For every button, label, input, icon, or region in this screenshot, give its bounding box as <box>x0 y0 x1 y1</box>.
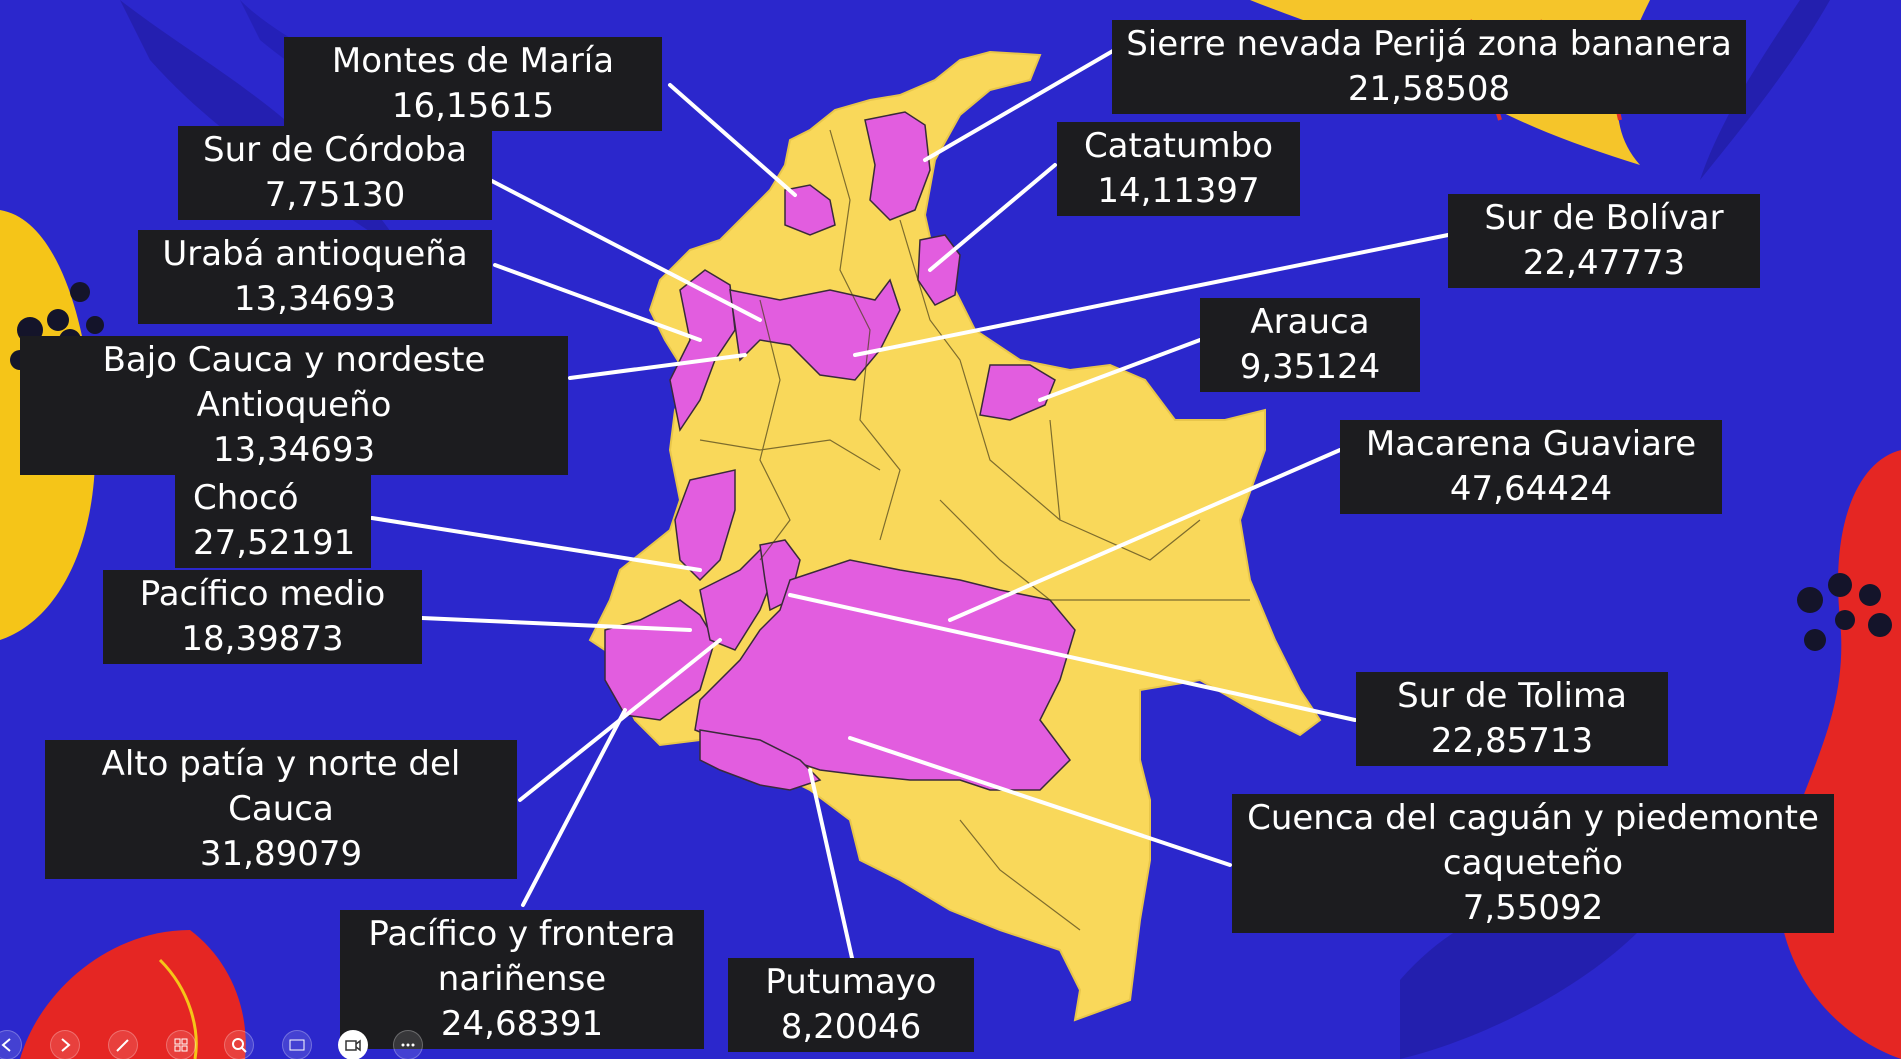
label-bajo-cauca: Bajo Cauca y nordeste Antioqueño 13,3469… <box>20 336 568 475</box>
region-value: 27,52191 <box>193 523 356 563</box>
region-arauca <box>979 364 1056 421</box>
region-value: 24,68391 <box>440 1004 604 1044</box>
see-all-slides-button[interactable] <box>166 1030 196 1059</box>
region-value: 22,47773 <box>1522 243 1686 283</box>
red-leaf-shape <box>20 930 246 1059</box>
region-sierra-nevada <box>864 111 931 221</box>
region-uraba <box>669 269 736 432</box>
region-value: 9,35124 <box>1239 347 1381 387</box>
region-value: 31,89079 <box>199 834 363 874</box>
pen-icon <box>116 1039 129 1052</box>
region-value: 8,20046 <box>780 1007 922 1047</box>
region-name: Pacífico y frontera <box>368 914 676 954</box>
region-south <box>694 559 1076 791</box>
region-choco <box>674 469 736 582</box>
region-name: Montes de María <box>331 41 615 81</box>
subtitles-button[interactable] <box>282 1030 312 1059</box>
region-putumayo <box>699 729 822 791</box>
label-sur-de-bolivar: Sur de Bolívar 22,47773 <box>1448 194 1760 288</box>
region-value: 18,39873 <box>181 619 344 659</box>
region-value: 7,75130 <box>264 175 406 215</box>
region-value: 7,55092 <box>1462 888 1604 928</box>
region-name: Urabá antioqueña <box>162 234 468 274</box>
region-name: Cuenca del caguán y piedemonte <box>1247 798 1819 838</box>
previous-slide-button[interactable] <box>0 1030 22 1059</box>
label-pacifico-frontera: Pacífico y frontera nariñense 24,68391 <box>340 910 704 1049</box>
region-name: Sur de Tolima <box>1397 676 1627 716</box>
red-blob-right <box>1778 450 1901 1059</box>
previous-icon <box>1 1038 11 1052</box>
next-icon <box>61 1038 71 1052</box>
pointer-lines <box>370 46 1450 960</box>
more-options-button[interactable] <box>393 1030 423 1059</box>
camera-button[interactable] <box>338 1030 368 1059</box>
region-value: 16,15615 <box>391 86 555 126</box>
region-name: Pacífico medio <box>139 574 386 614</box>
region-value: 22,85713 <box>1430 721 1594 761</box>
label-choco: Chocó 27,52191 <box>175 474 371 568</box>
zoom-button[interactable] <box>224 1030 254 1059</box>
label-sur-de-cordoba: Sur de Córdoba 7,75130 <box>178 126 492 220</box>
region-name: Putumayo <box>765 962 937 1002</box>
region-value: 21,58508 <box>1347 69 1511 109</box>
region-name: Catatumbo <box>1083 126 1274 166</box>
label-catatumbo: Catatumbo 14,11397 <box>1057 122 1300 216</box>
slides-grid-icon <box>174 1038 188 1052</box>
subtitles-icon <box>289 1039 305 1051</box>
presenter-toolbar <box>0 1028 440 1059</box>
region-name: Macarena Guaviare <box>1365 424 1697 464</box>
more-icon <box>401 1043 415 1047</box>
colombia-map <box>588 50 1322 1022</box>
region-value: 13,34693 <box>212 430 376 470</box>
region-name-line2: caqueteño <box>1442 843 1624 883</box>
region-value: 14,11397 <box>1097 171 1260 211</box>
region-value: 47,64424 <box>1449 469 1613 509</box>
region-montes-de-maria <box>784 184 836 236</box>
label-sur-de-tolima: Sur de Tolima 22,85713 <box>1356 672 1668 766</box>
region-name: Sur de Córdoba <box>203 130 467 170</box>
label-putumayo: Putumayo 8,20046 <box>728 958 974 1052</box>
region-value: 13,34693 <box>233 279 397 319</box>
label-sierre-nevada: Sierre nevada Perijá zona bananera 21,58… <box>1112 20 1746 114</box>
label-cuenca-del-caguan: Cuenca del caguán y piedemonte caqueteño… <box>1232 794 1834 933</box>
region-name: Bajo Cauca y nordeste <box>102 340 486 380</box>
zoom-icon <box>232 1038 247 1053</box>
camera-icon <box>345 1039 361 1052</box>
region-name-line2: Cauca <box>228 789 334 829</box>
label-pacifico-medio: Pacífico medio 18,39873 <box>103 570 422 664</box>
label-arauca: Arauca 9,35124 <box>1200 298 1420 392</box>
label-macarena-guaviare: Macarena Guaviare 47,64424 <box>1340 420 1722 514</box>
region-name-line2: nariñense <box>437 959 607 999</box>
region-name: Alto patía y norte del <box>101 744 461 784</box>
pen-tool-button[interactable] <box>108 1030 138 1059</box>
label-uraba-antioquena: Urabá antioqueña 13,34693 <box>138 230 492 324</box>
next-slide-button[interactable] <box>50 1030 80 1059</box>
region-name: Chocó <box>193 478 299 518</box>
label-alto-patia: Alto patía y norte del Cauca 31,89079 <box>45 740 517 879</box>
label-montes-de-maria: Montes de María 16,15615 <box>284 37 662 131</box>
region-name: Arauca <box>1250 302 1370 342</box>
region-name: Sur de Bolívar <box>1484 198 1724 238</box>
region-name: Sierre nevada Perijá zona bananera <box>1126 24 1732 64</box>
region-name-line2: Antioqueño <box>196 385 392 425</box>
